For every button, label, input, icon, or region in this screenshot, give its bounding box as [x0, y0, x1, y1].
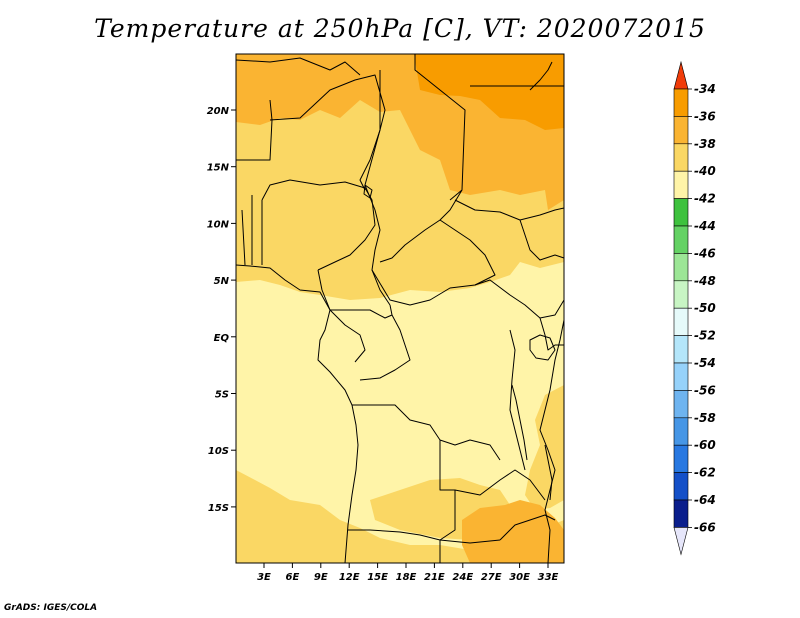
colorbar-label: -46 — [694, 246, 716, 260]
lake-victoria — [529, 334, 556, 361]
field-patch-minus38-southeast — [462, 500, 564, 563]
colorbar: -34 -36 -38 -40 -42 -44 -46 -48 -50 -52 -54 -56 -58 -… — [673, 60, 716, 556]
border-zambia — [454, 469, 546, 501]
colorbar-swatch — [673, 280, 689, 309]
coastline-east — [539, 319, 565, 564]
colorbar-swatch — [673, 335, 689, 364]
colorbar-top-arrow — [673, 60, 689, 90]
lat-tick-label: EQ — [214, 333, 230, 344]
lon-tick-label: 6E — [286, 572, 300, 583]
border-gabon — [329, 309, 366, 363]
colorbar-label: -36 — [694, 109, 716, 123]
colorbar-label: -58 — [694, 411, 716, 425]
lat-tick-label: 5S — [215, 390, 229, 401]
lon-tick-label: 9E — [314, 572, 328, 583]
lon-tick-label: 12E — [339, 572, 360, 583]
map-frame — [235, 53, 565, 564]
colorbar-swatch — [673, 307, 689, 336]
border-cameroon — [317, 269, 393, 319]
lon-tick-label: 21E — [424, 572, 445, 583]
border-angola-zambia — [439, 440, 456, 563]
grads-credit: GrADS: IGES/COLA — [4, 603, 98, 613]
lat-tick-label: 10S — [208, 446, 229, 457]
colorbar-label: -34 — [694, 82, 716, 96]
border-congo-drc — [359, 314, 411, 381]
lon-tick-label: 33E — [538, 572, 559, 583]
colorbar-label: -52 — [694, 329, 716, 343]
lake-tanganyika — [511, 384, 528, 461]
lat-tick-label: 5N — [214, 276, 230, 287]
temperature-field — [236, 54, 564, 563]
colorbar-swatch — [673, 472, 689, 501]
colorbar-swatch — [673, 198, 689, 227]
colorbar-swatch — [673, 88, 689, 117]
lon-tick-label: 30E — [509, 572, 530, 583]
border-algeria-libya — [235, 57, 361, 76]
lon-tick-label: 3E — [257, 572, 271, 583]
colorbar-label: -44 — [694, 219, 716, 233]
colorbar-swatch — [673, 362, 689, 391]
field-band-minus40-southwest — [236, 470, 564, 563]
lake-chad — [363, 184, 373, 199]
country-borders — [235, 54, 565, 564]
lat-axis: 20N 15N 10N 5N EQ 5S 10S 15S — [207, 106, 236, 514]
border-southsudan — [474, 279, 565, 319]
colorbar-label: -66 — [694, 520, 716, 534]
colorbar-swatch — [673, 444, 689, 473]
colorbar-swatch — [673, 143, 689, 172]
field-band-minus40-east — [525, 385, 564, 510]
border-mali-niger — [236, 99, 273, 161]
lon-tick-label: 24E — [452, 572, 473, 583]
border-uganda-kenya — [539, 317, 564, 351]
lat-tick-label: 15N — [207, 163, 230, 174]
border-chad-sudan — [379, 189, 463, 263]
colorbar-swatch — [673, 390, 689, 419]
lat-tick-label: 10N — [207, 219, 230, 230]
colorbar-swatch — [673, 499, 689, 528]
border-ethiopia — [519, 219, 565, 261]
colorbar-label: -62 — [694, 466, 716, 480]
border-mozambique — [499, 514, 556, 541]
colorbar-label: -40 — [694, 164, 716, 178]
lon-tick-label: 15E — [367, 572, 388, 583]
colorbar-swatch — [673, 253, 689, 282]
border-benin-togo — [241, 195, 263, 266]
colorbar-bottom-arrow — [673, 527, 689, 556]
colorbar-label: -38 — [694, 137, 716, 151]
lat-tick-label: 15S — [208, 503, 229, 514]
lon-axis: 3E 6E 9E 12E 15E 18E 21E 24E 27E 30E 33E — [257, 563, 559, 583]
colorbar-swatch — [673, 225, 689, 254]
lon-tick-label: 27E — [481, 572, 502, 583]
border-angola-namibia — [348, 529, 501, 544]
colorbar-label: -42 — [694, 192, 716, 206]
colorbar-label: -48 — [694, 274, 716, 288]
lat-tick-label: 20N — [207, 106, 230, 117]
colorbar-label: -64 — [694, 493, 716, 507]
border-drc-east — [509, 329, 526, 471]
colorbar-label: -60 — [694, 438, 716, 452]
border-red-sea — [529, 61, 553, 91]
chart-title: Temperature at 250hPa [C], VT: 202007201… — [94, 14, 706, 43]
border-chad — [364, 70, 391, 306]
lon-tick-label: 18E — [396, 572, 417, 583]
colorbar-label: -54 — [694, 356, 716, 370]
border-libya-egypt — [414, 54, 466, 201]
lake-malawi — [544, 444, 553, 501]
border-drc-angola — [352, 404, 501, 461]
field-patch-minus36-north — [414, 54, 564, 130]
coastline-west — [235, 264, 359, 564]
colorbar-swatch — [673, 116, 689, 145]
colorbar-swatch — [673, 417, 689, 446]
colorbar-label: -50 — [694, 301, 716, 315]
colorbar-swatch — [673, 170, 689, 199]
colorbar-label: -56 — [694, 383, 716, 397]
